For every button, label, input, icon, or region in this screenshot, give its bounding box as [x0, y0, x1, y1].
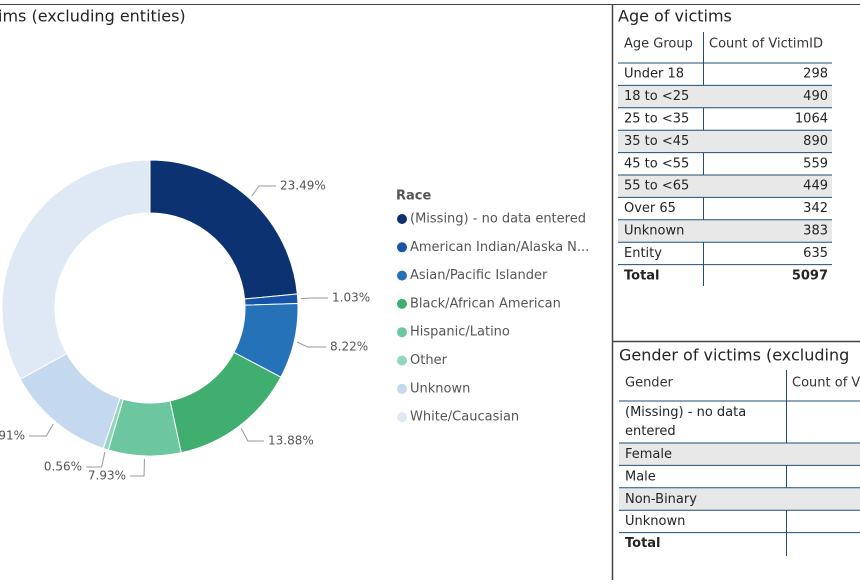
cell: entered: [625, 424, 676, 439]
cell: Non-Binary: [625, 492, 697, 507]
cell: Under 18: [624, 67, 684, 82]
cell: 35 to <45: [624, 134, 689, 149]
legend-label: Black/African American: [410, 296, 561, 311]
cell: 25 to <35: [624, 112, 689, 127]
data-label: 7.93%: [88, 469, 126, 483]
data-label: 23.49%: [280, 179, 326, 193]
legend-title: Race: [396, 189, 431, 204]
cell: 298: [803, 67, 828, 82]
leader-line: [130, 458, 145, 477]
cell: 890: [803, 134, 828, 149]
chart-title: ims (excluding entities): [0, 7, 186, 26]
total-cell: 5097: [792, 268, 828, 283]
cell: 45 to <55: [624, 156, 689, 171]
cell: 490: [803, 89, 828, 104]
donut-slice: [1, 159, 151, 380]
column-header: Gender: [625, 376, 674, 391]
cell: Unknown: [625, 514, 685, 529]
cell: 55 to <65: [624, 179, 689, 194]
column-header: Count of V: [792, 376, 860, 391]
data-label: 8.22%: [330, 340, 368, 354]
row-shade: [618, 219, 832, 243]
cell: (Missing) - no data: [625, 405, 746, 420]
data-label: 13.88%: [268, 434, 314, 448]
legend-label: American Indian/Alaska N...: [410, 240, 589, 255]
legend-label: Asian/Pacific Islander: [410, 268, 548, 283]
row-shade: [618, 130, 832, 153]
leader-line: [300, 297, 328, 300]
cell: Male: [625, 469, 656, 484]
cell: 383: [803, 224, 828, 239]
cell: Female: [625, 447, 672, 462]
row-shade: [619, 487, 860, 511]
data-label: 0.56%: [44, 460, 82, 474]
cell: 635: [803, 246, 828, 261]
legend-marker: [397, 242, 407, 253]
legend-marker: [397, 383, 407, 394]
data-label: 1.03%: [332, 291, 370, 305]
column-header: Age Group: [624, 37, 693, 52]
table-title: Gender of victims (excluding: [619, 346, 849, 365]
legend-marker: [397, 270, 407, 281]
legend-marker: [397, 355, 407, 366]
cell: Over 65: [624, 201, 676, 216]
total-cell: Total: [625, 536, 661, 551]
cell: Unknown: [624, 224, 684, 239]
cell: 449: [803, 179, 828, 194]
row-shade: [618, 85, 832, 108]
cell: 1064: [795, 112, 828, 127]
column-header: Count of VictimID: [709, 37, 823, 52]
leader-line: [29, 423, 54, 437]
legend-label: Other: [410, 353, 448, 368]
legend-marker: [397, 412, 407, 423]
cell: 342: [803, 201, 828, 216]
cell: 559: [803, 156, 828, 171]
cell: Entity: [624, 246, 662, 261]
total-cell: Total: [624, 268, 660, 283]
table-title: Age of victims: [618, 7, 732, 26]
legend-marker: [397, 214, 407, 224]
data-label: 11.91%: [0, 429, 25, 443]
donut-slice: [149, 159, 298, 300]
leader-line: [86, 451, 106, 468]
row-shade: [618, 175, 832, 198]
leader-line: [240, 428, 264, 442]
leader-line: [296, 341, 326, 348]
cell: 18 to <25: [624, 89, 689, 104]
leader-line: [251, 185, 276, 197]
legend-label: Hispanic/Latino: [410, 325, 510, 340]
legend-marker: [397, 327, 407, 338]
legend-label: Unknown: [410, 381, 470, 396]
row-shade: [619, 443, 860, 466]
legend-label: (Missing) - no data entered: [410, 212, 586, 227]
legend-marker: [397, 298, 407, 309]
legend-label: White/Caucasian: [410, 410, 519, 425]
